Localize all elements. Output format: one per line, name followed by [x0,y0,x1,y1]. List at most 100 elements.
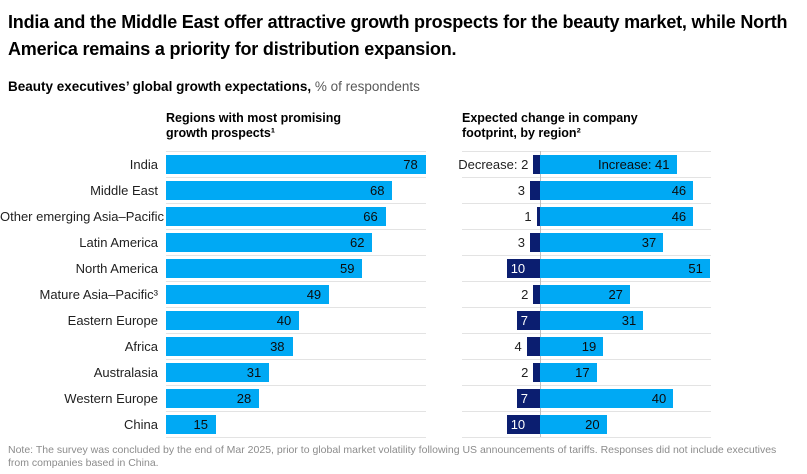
increase-value: 51 [688,261,703,276]
decrease-value: 2 [521,287,529,302]
row-separator [166,437,426,438]
decrease-bar: 7 [516,389,540,408]
increase-bar: 31 [540,311,644,330]
region-label: Australasia [93,365,158,380]
increase-bar: 37 [540,233,664,252]
decrease-value: 7 [520,391,528,406]
growth-value: 68 [369,183,385,198]
row-separator [462,151,711,152]
increase-value: 20 [585,417,600,432]
row-separator [166,411,426,412]
increase-value: 17 [575,365,590,380]
decrease-value: 4 [514,339,522,354]
region-label: Western Europe [64,391,158,406]
subtitle-unit: % of respondents [314,79,420,94]
increase-bar: 20 [540,415,607,434]
increase-value: 37 [641,235,657,250]
decrease-value: 1 [524,209,532,224]
growth-value: 38 [270,339,285,354]
region-label: Africa [124,339,158,354]
increase-value: 46 [671,183,687,198]
growth-value: 66 [363,209,378,224]
growth-value: 59 [340,261,355,276]
decrease-bar: 10 [506,415,540,434]
increase-bar: 19 [540,337,604,356]
decrease-bar [526,337,540,356]
row-separator [462,437,711,438]
row-separator [166,229,426,230]
row-separator [462,229,711,230]
growth-bar: 49 [166,285,330,304]
increase-bar: 40 [540,389,674,408]
decrease-bar [533,363,540,382]
decrease-bar: 7 [516,311,540,330]
row-separator [166,255,426,256]
decrease-value: Decrease: 2 [458,157,529,172]
footnote: Note: The survey was concluded by the en… [8,444,777,469]
growth-value: 62 [349,235,365,250]
increase-value: 40 [651,391,667,406]
region-label: Mature Asia–Pacific³ [39,287,159,302]
growth-bar: 38 [166,337,293,356]
increase-value: 27 [608,287,623,302]
region-label: North America [75,261,158,276]
growth-bar: 66 [166,207,386,226]
row-separator [462,411,711,412]
region-label: Latin America [79,235,158,250]
row-separator [166,385,426,386]
increase-value: 19 [581,339,597,354]
decrease-bar [536,207,541,226]
decrease-value: 3 [517,183,525,198]
decrease-value: 2 [521,365,529,380]
decrease-bar [530,233,540,252]
increase-bar: 17 [540,363,597,382]
region-label: China [124,417,158,432]
increase-bar: 46 [540,207,694,226]
decrease-value: 7 [520,313,528,328]
growth-bar: 78 [166,155,426,174]
decrease-value: 3 [517,235,525,250]
decrease-bar [530,181,540,200]
decrease-value: 10 [510,417,526,432]
decrease-value: 10 [510,261,526,276]
row-separator [166,307,426,308]
row-separator [462,385,711,386]
region-label: Eastern Europe [67,313,158,328]
row-separator [166,177,426,178]
row-separator [462,255,711,256]
row-separator [462,203,711,204]
growth-value: 40 [276,313,292,328]
growth-value: 78 [403,157,418,172]
growth-bar: 62 [166,233,373,252]
row-separator [462,307,711,308]
region-label: Other emerging Asia–Pacific [0,209,165,224]
increase-value: Increase: 41 [597,157,670,172]
growth-bar: 31 [166,363,270,382]
row-separator [166,333,426,334]
row-separator [462,359,711,360]
growth-bar: 59 [166,259,363,278]
row-separator [462,333,711,334]
region-label: India [129,157,158,172]
exhibit-subtitle: Beauty executives’ global growth expecta… [8,79,790,94]
row-separator [462,281,711,282]
row-separator [166,151,426,152]
growth-bar: 68 [166,181,393,200]
growth-value: 31 [246,365,262,380]
increase-bar: 51 [540,259,710,278]
increase-value: 31 [621,313,637,328]
growth-bar: 28 [166,389,260,408]
subtitle-bold: Beauty executives’ global growth expecta… [8,79,312,94]
decrease-bar: 10 [506,259,540,278]
right-chart-heading: Expected change in company footprint, by… [462,111,638,140]
decrease-bar [533,155,540,174]
left-chart-heading: Regions with most promising growth prosp… [166,111,342,140]
increase-bar: 27 [540,285,630,304]
increase-bar: Increase: 41 [540,155,677,174]
row-separator [462,177,711,178]
region-label: Middle East [90,183,158,198]
decrease-bar [533,285,540,304]
